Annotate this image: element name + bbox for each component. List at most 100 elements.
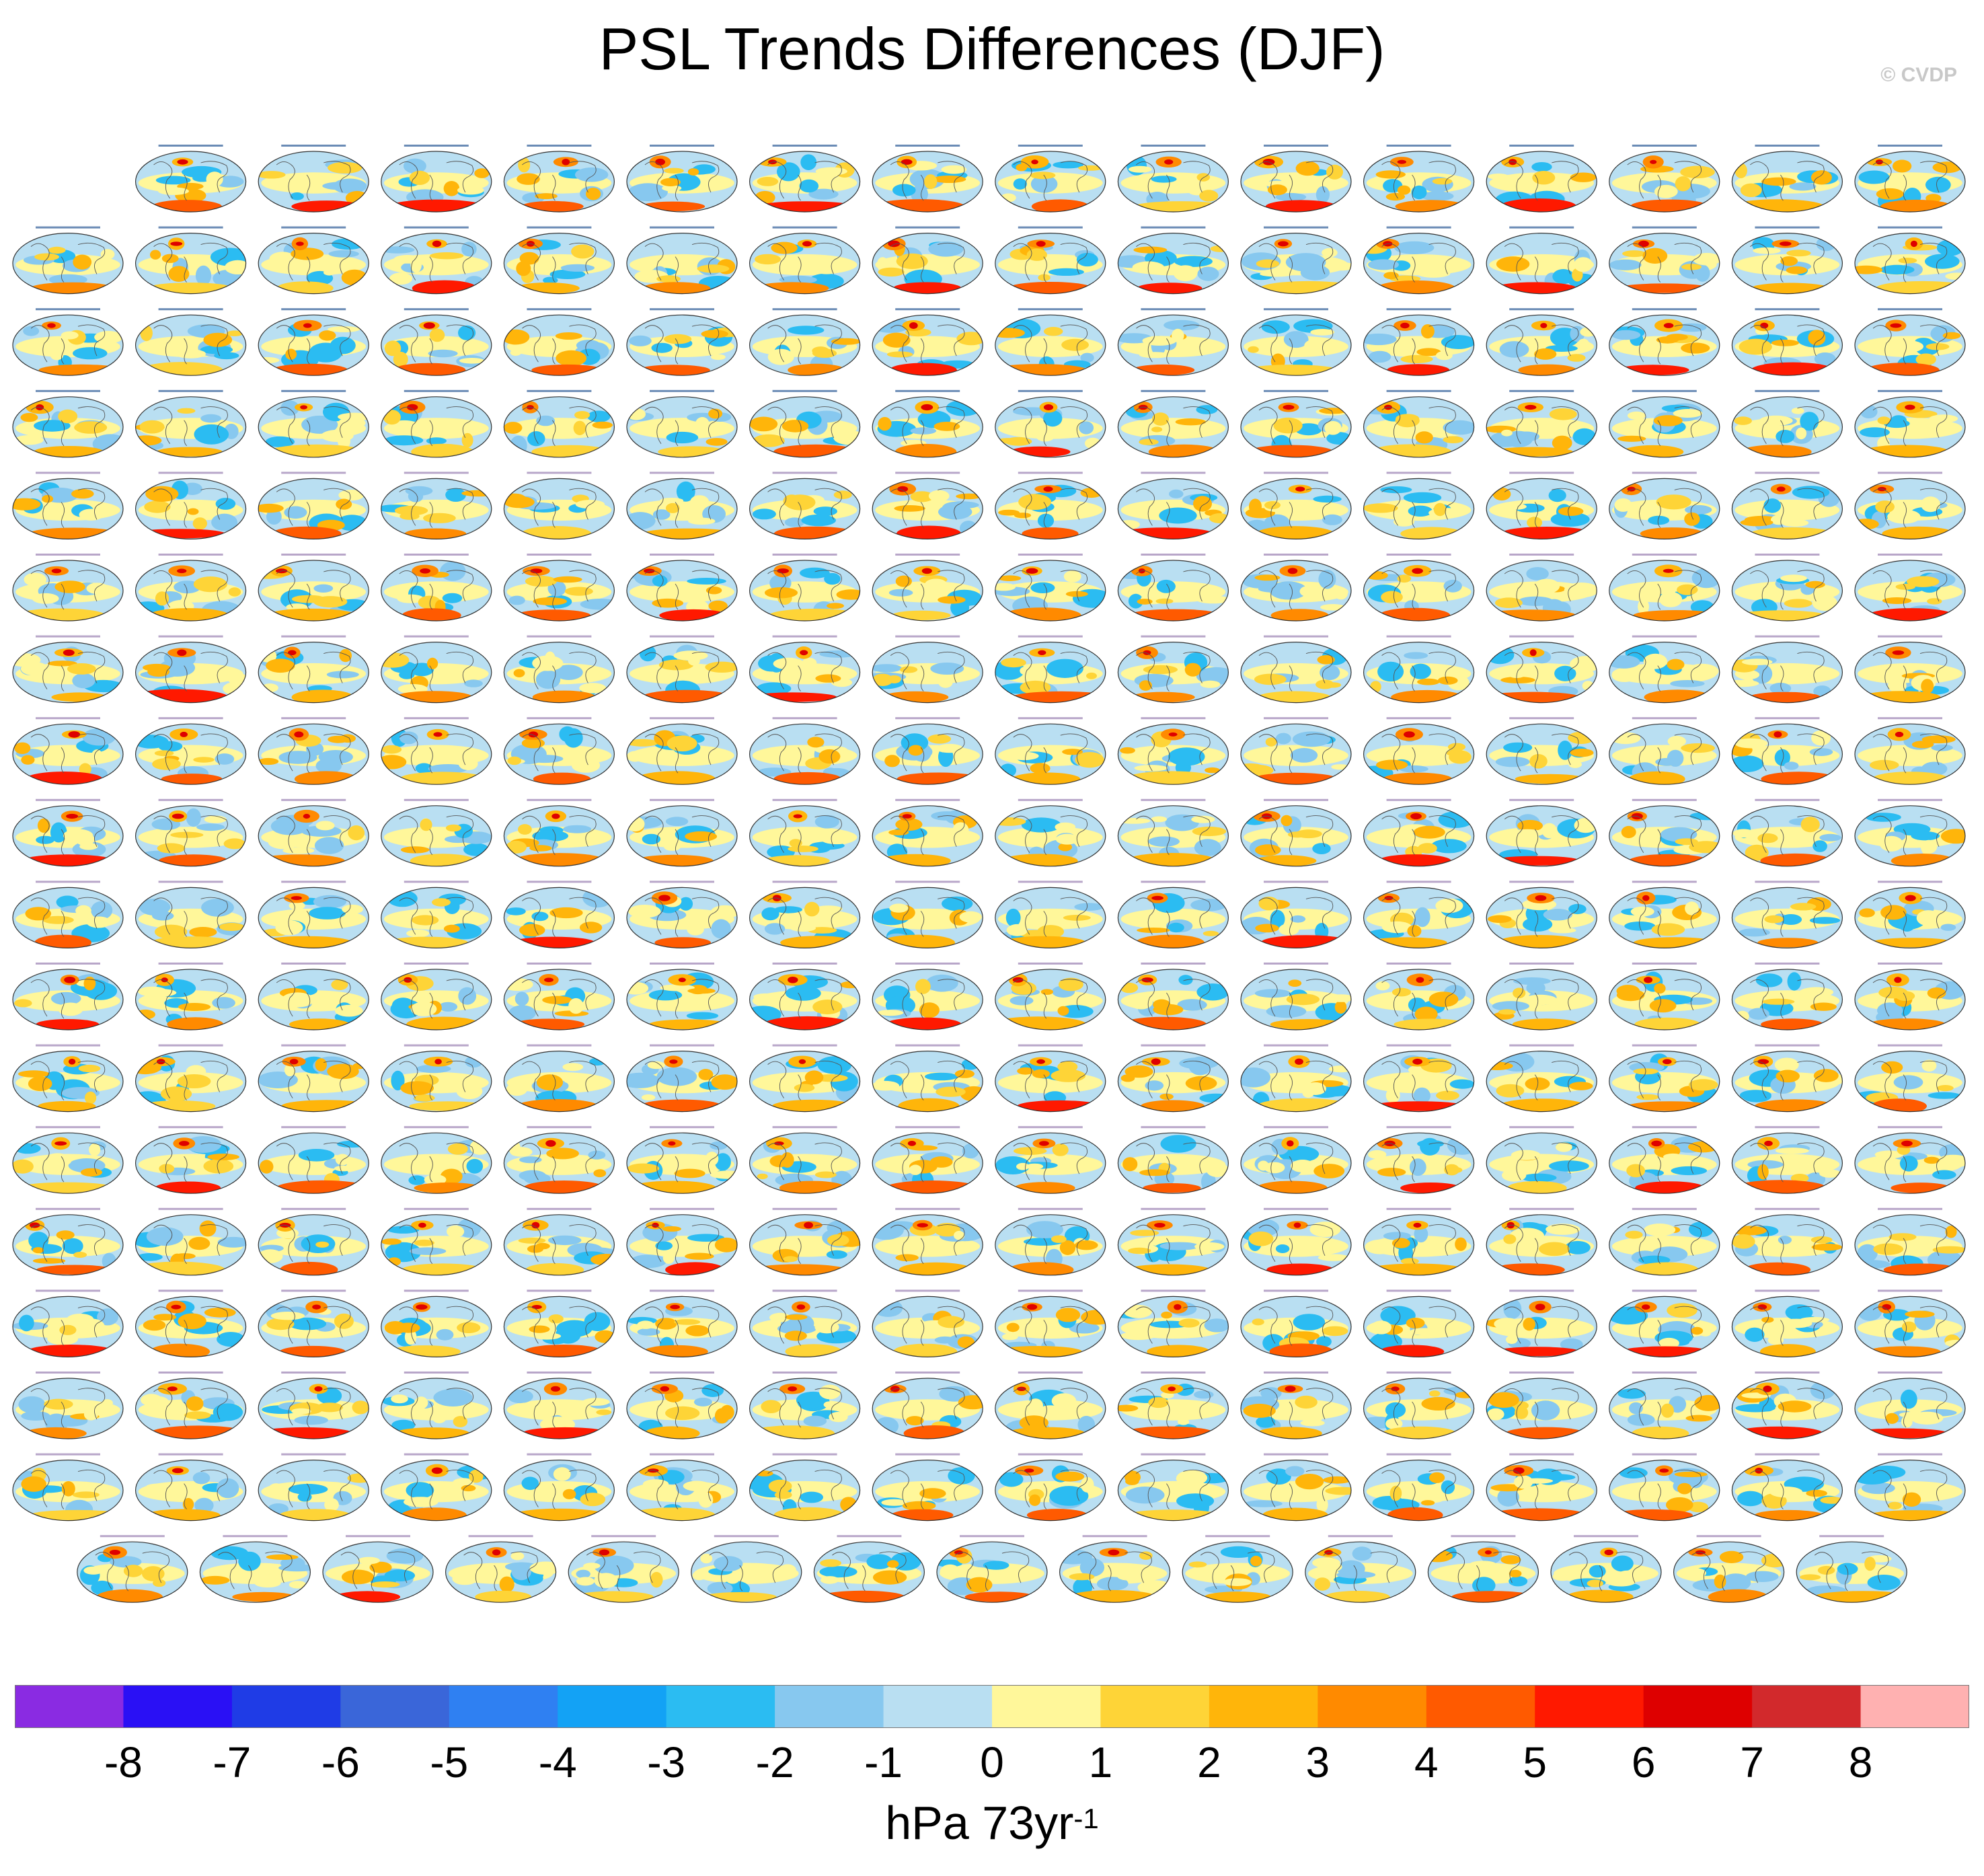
coastline [1750,242,1825,283]
coastline [1872,242,1948,283]
map-field [1732,969,1843,1030]
map-positive-region [1496,178,1529,188]
map-outline [381,641,492,704]
map-positive-region [1643,653,1667,669]
panel-caption [895,1126,960,1129]
coastline [1627,897,1702,937]
chart-title: PSL Trends Differences (DJF) [599,15,1385,82]
map-panel [995,1289,1106,1358]
colorbar-swatch [1100,1685,1210,1728]
coastline [1872,815,1948,856]
map-positive-region [1428,1390,1441,1397]
map-positive-region [556,350,587,367]
map-positive-region [1030,172,1056,180]
map-positive-region [1511,829,1544,837]
map-outline [1854,478,1966,540]
map-panel [1609,717,1720,785]
map-positive-region [1549,927,1576,934]
map-positive-region [178,1003,211,1011]
map-negative-region [1408,505,1433,517]
map-positive-region [1668,1237,1684,1245]
map-positive-region [315,1058,327,1072]
map-panel [258,145,369,213]
map-northern-core [171,1468,184,1474]
map-panel [995,1044,1106,1113]
map-panel [1731,554,1843,622]
map-positive-region [1320,604,1346,611]
map-southern-band [892,282,962,294]
map-negative-region [1739,928,1770,937]
map-positive-region [1044,327,1063,336]
map-negative-region [1145,1080,1164,1091]
panel-caption [895,798,960,801]
map-northern-core [1892,650,1905,655]
map-negative-region [442,593,463,603]
map-outline [381,151,492,213]
coastline [1627,570,1702,610]
map-panel [258,1207,369,1276]
map-negative-region [925,974,958,992]
map-positive-region [432,1412,447,1423]
panel-caption [158,1207,223,1210]
map-panel [381,1126,492,1194]
map-field [749,560,860,621]
map-northern-core [289,1059,299,1065]
map-negative-region [1558,741,1573,760]
map-negative-region [1048,268,1084,276]
coastline [1872,406,1948,447]
map-negative-region [925,1072,958,1081]
map-panel [872,226,983,295]
map-positive-region [1436,351,1453,361]
map-outline [1363,723,1475,785]
map-positive-region [334,1165,353,1172]
map-negative-region [1877,1002,1903,1018]
map-northern-core [1141,977,1153,983]
colorbar-tick-label: -2 [755,1738,794,1787]
map-negative-region [1261,320,1290,334]
panel-caption [1264,1126,1328,1129]
map-panel [1363,308,1475,376]
map-negative-region [1053,161,1083,169]
map-field [1855,151,1965,212]
map-positive-region [1260,271,1294,277]
map-positive-region [794,1084,815,1092]
map-negative-region [1283,331,1309,348]
panel-caption [1878,1289,1942,1292]
map-panel [1363,635,1475,704]
map-negative-region [651,342,673,353]
map-positive-region [85,1091,97,1104]
map-positive-region [1184,663,1201,677]
map-negative-region [1368,350,1391,363]
coastline [153,242,228,283]
panel-caption [281,1207,346,1210]
map-positive-region [1937,1085,1954,1092]
map-positive-region [1691,1326,1704,1335]
map-outline [135,641,247,704]
map-positive-region [381,745,402,754]
panel-caption [1264,880,1328,883]
map-negative-region [548,1235,582,1246]
map-outline [1117,1050,1229,1113]
map-positive-region [1737,670,1760,680]
map-negative-region [50,991,81,1006]
map-negative-region [1194,1390,1214,1399]
map-negative-region [1855,1468,1892,1485]
map-southern-band [1616,365,1689,375]
panel-caption [895,1044,960,1047]
map-positive-region [1552,435,1572,451]
map-southern-band [772,1099,855,1112]
map-panel [12,1207,124,1276]
map-field [13,396,123,457]
map-negative-region [1312,843,1331,854]
map-outline [995,560,1106,622]
map-negative-region [575,167,609,182]
map-field [135,151,246,212]
map-northern-core [1644,977,1653,983]
map-negative-region [48,274,87,285]
map-field [258,805,369,866]
map-outline [503,478,615,540]
map-positive-region [1120,1331,1155,1341]
map-panel [749,1372,861,1439]
panel-caption [281,635,346,638]
coastline [644,1142,720,1183]
